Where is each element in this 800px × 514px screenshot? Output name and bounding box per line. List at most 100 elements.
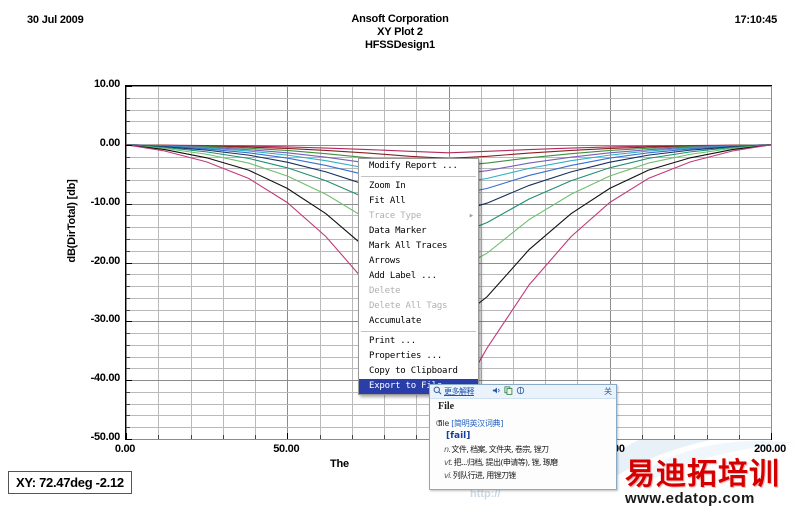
dictionary-entry-line: file [简明英汉词典] (438, 418, 503, 429)
menu-item-arrows[interactable]: Arrows (359, 254, 478, 269)
submenu-chevron-right-icon: ▸ (468, 211, 474, 221)
y-axis-tick-mark-minor (126, 168, 130, 169)
grid-line-horizontal-minor (126, 133, 771, 134)
menu-item-data-marker[interactable]: Data Marker (359, 224, 478, 239)
y-axis-tick-mark (126, 145, 132, 146)
y-axis-tick-label: -20.00 (90, 254, 121, 267)
y-axis-tick-mark-minor (126, 133, 130, 134)
dictionary-toolbar[interactable]: 更多解释 关 (430, 385, 616, 399)
menu-item-label: Print ... (369, 336, 416, 346)
y-axis-tick-mark-minor (126, 157, 130, 158)
y-axis-tick-label: -30.00 (90, 313, 121, 326)
grid-line-vertical-major (287, 86, 288, 439)
y-axis-tick-mark-minor (126, 110, 130, 111)
x-axis-tick-mark-minor (707, 435, 708, 439)
y-axis-tick-mark-minor (126, 357, 130, 358)
y-axis-tick-mark-minor (126, 298, 130, 299)
menu-item-label: Delete (369, 286, 401, 296)
watermark-brand-cn: 易迪拓培训 (625, 458, 780, 491)
y-axis-tick-mark (126, 86, 132, 87)
grid-line-vertical-minor (481, 86, 482, 439)
copy-icon[interactable] (504, 386, 513, 395)
x-axis-title: The (330, 458, 349, 470)
menu-item-accumulate[interactable]: Accumulate (359, 314, 478, 329)
grid-line-vertical-minor (707, 86, 708, 439)
menu-item-label: Data Marker (369, 226, 427, 236)
y-axis-tick-mark-minor (126, 274, 130, 275)
y-axis-tick-mark-minor (126, 215, 130, 216)
menu-separator (361, 331, 476, 332)
grid-line-vertical-minor (320, 86, 321, 439)
y-axis-tick-mark (126, 321, 132, 322)
menu-item-properties[interactable]: Properties ... (359, 349, 478, 364)
x-axis-tick-mark-minor (674, 435, 675, 439)
x-axis-tick-label: 200.00 (754, 443, 786, 455)
menu-item-zoom-in[interactable]: Zoom In (359, 179, 478, 194)
x-axis-tick-mark-minor (255, 435, 256, 439)
y-axis-tick-mark-minor (126, 98, 130, 99)
dictionary-phonetic: [fail] (446, 431, 471, 441)
x-axis-tick-label: 50.00 (273, 443, 300, 455)
y-axis-tick-mark-minor (126, 415, 130, 416)
menu-item-copy-to-clipboard[interactable]: Copy to Clipboard (359, 364, 478, 379)
x-axis-tick-mark (126, 433, 127, 439)
y-axis-tick-mark-minor (126, 310, 130, 311)
x-axis-tick-mark-minor (416, 435, 417, 439)
dictionary-definition-row: vi.列队行进, 用锉刀锉 (444, 470, 516, 481)
y-axis-tick-mark-minor (126, 427, 130, 428)
y-axis-tick-label: 10.00 (93, 78, 120, 90)
menu-item-label: Accumulate (369, 316, 422, 326)
y-axis-tick-label: 0.00 (99, 136, 121, 149)
header-design-name: HFSSDesign1 (365, 39, 435, 51)
menu-item-mark-all-traces[interactable]: Mark All Traces (359, 239, 478, 254)
y-axis-tick-mark-minor (126, 121, 130, 122)
menu-separator (361, 176, 476, 177)
y-axis-tick-mark-minor (126, 368, 130, 369)
grid-line-vertical-minor (513, 86, 514, 439)
dictionary-close-button[interactable]: 关 (604, 387, 612, 396)
pin-icon[interactable] (516, 386, 525, 395)
menu-item-label: Fit All (369, 196, 406, 206)
header-company: Ansoft Corporation (351, 13, 449, 25)
grid-line-horizontal-minor (126, 110, 771, 111)
menu-item-label: Trace Type (369, 211, 422, 221)
menu-item-trace-type: Trace Type ▸ (359, 209, 478, 224)
dictionary-bullet-icon (436, 420, 442, 426)
y-axis-tick-mark-minor (126, 251, 130, 252)
status-readout: XY: 72.47deg -2.12 (8, 471, 132, 494)
y-axis-tick-mark-minor (126, 180, 130, 181)
dictionary-more-link[interactable]: 更多解释 (444, 387, 475, 396)
grid-line-horizontal-major (126, 145, 771, 146)
menu-item-label: Mark All Traces (369, 241, 448, 251)
x-axis-tick-mark-minor (320, 435, 321, 439)
trace-line (126, 144, 771, 154)
menu-item-label: Delete All Tags (369, 301, 448, 311)
x-axis-tick-mark-minor (223, 435, 224, 439)
menu-item-modify-report[interactable]: Modify Report ... (359, 159, 478, 174)
y-axis-tick-mark-minor (126, 239, 130, 240)
y-axis-tick-mark-minor (126, 192, 130, 193)
x-axis-tick-mark-minor (191, 435, 192, 439)
dictionary-entry-word: file (438, 419, 449, 428)
header-date: 30 Jul 2009 (27, 14, 84, 26)
grid-line-vertical-minor (674, 86, 675, 439)
grid-line-vertical-major (126, 86, 127, 439)
y-axis-tick-mark-minor (126, 345, 130, 346)
x-axis-tick-label: 0.00 (114, 443, 136, 455)
x-axis-tick-mark-minor (352, 435, 353, 439)
menu-item-add-label[interactable]: Add Label ... (359, 269, 478, 284)
grid-line-horizontal-minor (126, 121, 771, 122)
menu-item-fit-all[interactable]: Fit All (359, 194, 478, 209)
dictionary-popup[interactable]: 更多解释 关 File file [简明英汉词典] [fail] n.文件, 档… (429, 384, 617, 490)
grid-line-vertical-minor (739, 86, 740, 439)
y-axis-tick-label: -50.00 (90, 431, 121, 443)
grid-line-vertical-minor (642, 86, 643, 439)
grid-line-horizontal-minor (126, 157, 771, 158)
context-menu[interactable]: Modify Report ... Zoom In Fit All Trace Typ… (358, 158, 479, 395)
speaker-icon[interactable] (492, 386, 501, 395)
x-axis-tick-mark-minor (642, 435, 643, 439)
grid-line-vertical-minor (545, 86, 546, 439)
search-icon[interactable] (433, 386, 442, 395)
menu-item-print[interactable]: Print ... (359, 334, 478, 349)
dictionary-part-of-speech: vi. (444, 471, 452, 480)
